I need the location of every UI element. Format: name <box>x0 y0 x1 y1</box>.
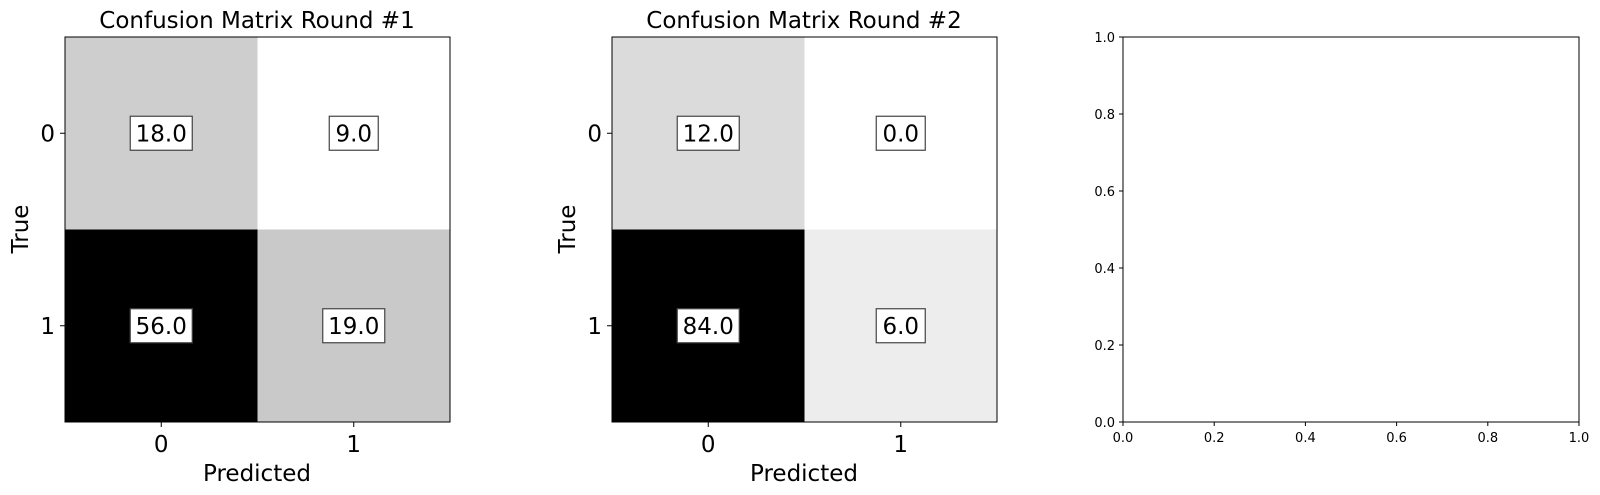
x-axis-label: Predicted <box>750 461 858 487</box>
x-tick-label: 0.4 <box>1295 431 1316 446</box>
plot-frame <box>1122 36 1580 423</box>
x-tick-label: 0.0 <box>1113 431 1134 446</box>
y-tick-label: 0 <box>587 121 602 147</box>
x-tick-label: 1 <box>346 432 361 458</box>
cell-value-box <box>676 308 740 344</box>
x-tick-label: 0 <box>154 432 169 458</box>
cell-value-box <box>875 308 926 344</box>
plot-frame <box>611 36 998 423</box>
heatmap-cells: 18.0 9.0 56.0 19.0 <box>65 37 450 422</box>
cell-value-label: 19.0 <box>328 314 379 340</box>
x-tick-label: 0.6 <box>1386 431 1407 446</box>
cell-value-box <box>129 308 193 344</box>
y-tick-label: 0.2 <box>1094 339 1115 354</box>
axis-ticks: 0 1 0 1 <box>587 121 908 458</box>
chart-title: Confusion Matrix Round #2 <box>646 8 961 34</box>
cell-value-label: 0.0 <box>882 121 919 147</box>
confusion-matrix-round-2-panel: Confusion Matrix Round #2 12.0 0.0 84.0 6.0… <box>555 8 998 487</box>
x-tick-label: 1.0 <box>1569 431 1590 446</box>
cell-value-box <box>322 308 386 344</box>
heatmap-cells: 12.0 0.0 84.0 6.0 <box>612 37 997 422</box>
cell-value-label: 6.0 <box>882 314 919 340</box>
cell-value-label: 9.0 <box>335 121 372 147</box>
y-tick-label: 0 <box>40 121 55 147</box>
y-axis-label: True <box>555 205 581 255</box>
y-tick-label: 0.0 <box>1094 416 1115 431</box>
cell-value-label: 12.0 <box>683 121 734 147</box>
y-tick-label: 0.8 <box>1094 108 1115 123</box>
cell-value-box <box>328 115 379 151</box>
x-tick-label: 0.8 <box>1477 431 1498 446</box>
cell-value-label: 18.0 <box>136 121 187 147</box>
cell-value-label: 56.0 <box>136 314 187 340</box>
empty-axes-panel: 0.0 0.2 0.4 0.6 0.8 1.0 0.0 0.2 0.4 0.6 0.8 1.0 <box>1094 31 1589 446</box>
cell-value-label: 84.0 <box>683 314 734 340</box>
y-axis-label: True <box>8 205 34 255</box>
cell-value-box <box>129 115 193 151</box>
x-axis-label: Predicted <box>203 461 311 487</box>
y-tick-label: 0.4 <box>1094 262 1115 277</box>
axis-ticks: 0.0 0.2 0.4 0.6 0.8 1.0 0.0 0.2 0.4 0.6 0.8 1.0 <box>1094 31 1589 446</box>
y-tick-label: 1 <box>40 314 55 340</box>
x-tick-label: 0.2 <box>1204 431 1225 446</box>
confusion-matrix-round-1-panel: Confusion Matrix Round #1 18.0 9.0 56.0 19.… <box>8 8 451 487</box>
chart-title: Confusion Matrix Round #1 <box>99 8 414 34</box>
plot-frame <box>64 36 451 423</box>
y-tick-label: 1.0 <box>1094 31 1115 46</box>
cell-value-box <box>875 115 926 151</box>
x-tick-label: 0 <box>701 432 716 458</box>
y-tick-label: 0.6 <box>1094 185 1115 200</box>
cell-value-box <box>676 115 740 151</box>
x-tick-label: 1 <box>893 432 908 458</box>
y-tick-label: 1 <box>587 314 602 340</box>
axis-ticks: 0 1 0 1 <box>40 121 361 458</box>
